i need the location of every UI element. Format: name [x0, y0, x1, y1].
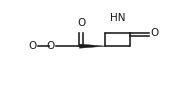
Polygon shape: [79, 44, 105, 48]
Text: O: O: [28, 41, 36, 51]
Text: O: O: [150, 28, 159, 38]
Text: O: O: [47, 41, 55, 51]
Text: HN: HN: [110, 13, 125, 23]
Text: O: O: [77, 18, 85, 28]
